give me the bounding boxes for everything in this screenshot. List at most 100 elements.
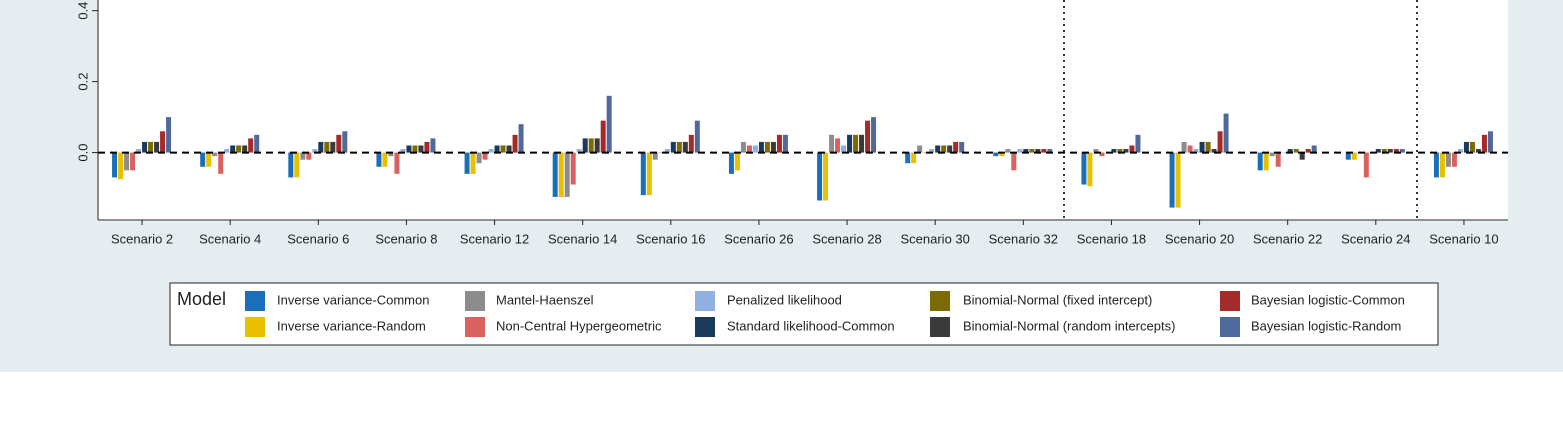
bar <box>1363 152 1369 178</box>
bar <box>1129 145 1135 153</box>
x-tick-label: Scenario 6 <box>287 231 349 246</box>
bar <box>740 141 746 153</box>
x-tick-label: Scenario 22 <box>1253 231 1322 246</box>
bar <box>1457 149 1463 153</box>
legend-swatch <box>245 291 265 311</box>
y-tick-label: 0.2 <box>75 73 90 91</box>
x-tick-label: Scenario 12 <box>460 231 529 246</box>
bar <box>1169 152 1175 208</box>
bar <box>1275 152 1281 167</box>
y-tick-label: 0.4 <box>75 2 90 20</box>
bar <box>206 152 212 167</box>
bar <box>1193 149 1199 153</box>
legend-swatch <box>465 291 485 311</box>
legend-label: Bayesian logistic-Random <box>1251 318 1401 333</box>
bar <box>312 149 318 153</box>
bar <box>1375 149 1381 153</box>
bar <box>330 141 336 153</box>
bar <box>564 152 570 197</box>
bar <box>734 152 740 171</box>
bar <box>1469 141 1475 153</box>
bar <box>142 141 148 153</box>
bar <box>288 152 294 178</box>
bar <box>947 145 953 153</box>
plot-area <box>98 0 1508 221</box>
bar <box>1023 149 1029 153</box>
legend-swatch <box>465 317 485 337</box>
bar <box>1269 152 1275 157</box>
bar <box>488 149 494 153</box>
bar <box>1451 152 1457 167</box>
bar <box>212 152 218 157</box>
bar <box>871 117 877 153</box>
bar <box>1445 152 1451 167</box>
bar <box>160 131 166 153</box>
bar <box>512 134 518 153</box>
bar <box>1175 152 1181 208</box>
bar <box>424 141 430 153</box>
bar <box>676 141 682 153</box>
bar <box>470 152 476 174</box>
bar <box>817 152 823 201</box>
bar <box>1217 131 1223 153</box>
bar <box>688 134 694 153</box>
bar <box>959 141 965 153</box>
bar <box>518 124 524 153</box>
bar <box>1205 141 1211 153</box>
bar <box>230 145 236 153</box>
bar <box>576 149 582 153</box>
bar <box>1399 149 1405 153</box>
bar <box>570 152 576 185</box>
legend-swatch <box>930 291 950 311</box>
bar <box>1439 152 1445 178</box>
bar <box>376 152 382 167</box>
bar <box>166 117 172 153</box>
bar <box>1381 149 1387 153</box>
bar <box>1393 149 1399 153</box>
legend-swatch <box>930 317 950 337</box>
bar <box>306 152 312 160</box>
bar <box>394 152 400 174</box>
bar <box>136 149 142 153</box>
legend-title: Model <box>177 289 226 309</box>
bar <box>476 152 482 164</box>
bar <box>1047 149 1053 153</box>
legend-label: Binomial-Normal (random intercepts) <box>963 318 1175 333</box>
bar <box>342 131 348 153</box>
bar <box>1087 152 1093 187</box>
bar <box>494 145 500 153</box>
bar <box>118 152 124 180</box>
bar <box>294 152 300 178</box>
x-tick-label: Scenario 28 <box>812 231 881 246</box>
bar <box>1211 149 1217 153</box>
bar <box>670 141 676 153</box>
bar <box>324 141 330 153</box>
bar <box>336 134 342 153</box>
bar <box>782 134 788 153</box>
bar <box>770 141 776 153</box>
bar <box>1123 149 1129 153</box>
bar <box>1223 113 1229 153</box>
bar <box>923 152 929 154</box>
bar <box>430 138 436 153</box>
bar <box>1311 145 1317 153</box>
bar <box>841 145 847 153</box>
bar <box>1181 141 1187 153</box>
legend-label: Inverse variance-Random <box>277 318 426 333</box>
x-tick-label: Scenario 10 <box>1429 231 1498 246</box>
bar <box>412 145 418 153</box>
legend-label: Inverse variance-Common <box>277 292 429 307</box>
bar <box>1011 152 1017 171</box>
bar <box>1263 152 1269 171</box>
bar <box>400 149 406 153</box>
x-tick-label: Scenario 16 <box>636 231 705 246</box>
legend-label: Mantel-Haenszel <box>496 292 594 307</box>
x-tick-label: Scenario 8 <box>375 231 437 246</box>
legend-label: Penalized likelihood <box>727 292 842 307</box>
bar <box>300 152 306 160</box>
x-tick-label: Scenario 30 <box>900 231 969 246</box>
bar <box>658 152 664 154</box>
bar <box>1099 152 1105 157</box>
bar <box>865 120 871 153</box>
legend-swatch <box>695 317 715 337</box>
